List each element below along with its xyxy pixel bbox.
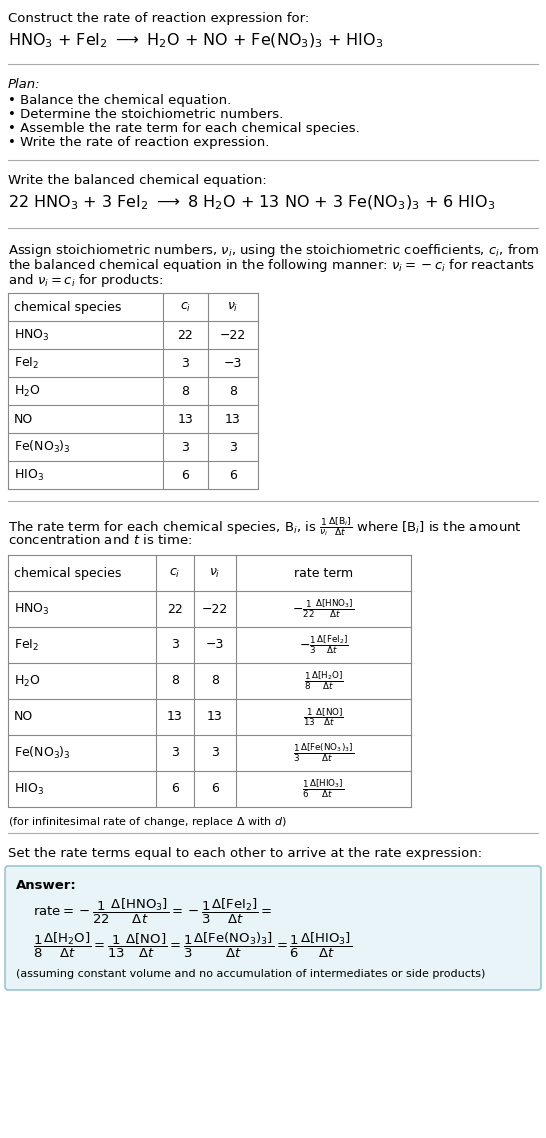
- Text: −22: −22: [220, 329, 246, 341]
- Text: 3: 3: [171, 638, 179, 651]
- Text: 8: 8: [229, 385, 237, 397]
- Text: $\frac{1}{3}\frac{\Delta[\mathrm{Fe(NO_3)_3}]}{\Delta t}$: $\frac{1}{3}\frac{\Delta[\mathrm{Fe(NO_3…: [293, 742, 354, 765]
- Text: • Assemble the rate term for each chemical species.: • Assemble the rate term for each chemic…: [8, 122, 360, 135]
- Text: chemical species: chemical species: [14, 300, 121, 313]
- Text: Fe(NO$_3$)$_3$: Fe(NO$_3$)$_3$: [14, 439, 71, 455]
- Text: $-\frac{1}{3}\frac{\Delta[\mathrm{FeI_2}]}{\Delta t}$: $-\frac{1}{3}\frac{\Delta[\mathrm{FeI_2}…: [299, 634, 348, 657]
- Text: the balanced chemical equation in the following manner: $\nu_i = -c_i$ for react: the balanced chemical equation in the fo…: [8, 257, 535, 274]
- Text: 3: 3: [182, 440, 189, 454]
- Text: • Determine the stoichiometric numbers.: • Determine the stoichiometric numbers.: [8, 108, 283, 121]
- Text: $\nu_i$: $\nu_i$: [209, 567, 221, 579]
- Text: $-\frac{1}{22}\frac{\Delta[\mathrm{HNO_3}]}{\Delta t}$: $-\frac{1}{22}\frac{\Delta[\mathrm{HNO_3…: [293, 597, 354, 620]
- Text: concentration and $t$ is time:: concentration and $t$ is time:: [8, 533, 192, 547]
- Text: FeI$_2$: FeI$_2$: [14, 637, 39, 652]
- Text: Assign stoichiometric numbers, $\nu_i$, using the stoichiometric coefficients, $: Assign stoichiometric numbers, $\nu_i$, …: [8, 242, 539, 259]
- Text: 13: 13: [167, 710, 183, 724]
- Text: $\frac{1}{8}\frac{\Delta[\mathrm{H_2O}]}{\Delta t}$: $\frac{1}{8}\frac{\Delta[\mathrm{H_2O}]}…: [304, 669, 343, 692]
- Text: and $\nu_i = c_i$ for products:: and $\nu_i = c_i$ for products:: [8, 272, 164, 289]
- Text: 22: 22: [167, 602, 183, 616]
- Text: H$_2$O: H$_2$O: [14, 384, 40, 398]
- Text: The rate term for each chemical species, B$_i$, is $\frac{1}{\nu_i}\frac{\Delta[: The rate term for each chemical species,…: [8, 516, 522, 538]
- Text: 6: 6: [229, 469, 237, 481]
- Text: 3: 3: [229, 440, 237, 454]
- Text: 13: 13: [177, 412, 193, 426]
- Text: rate term: rate term: [294, 567, 353, 579]
- Text: 22: 22: [177, 329, 193, 341]
- Text: HNO$_3$ + FeI$_2$ $\longrightarrow$ H$_2$O + NO + Fe(NO$_3$)$_3$ + HIO$_3$: HNO$_3$ + FeI$_2$ $\longrightarrow$ H$_2…: [8, 32, 384, 50]
- Text: Set the rate terms equal to each other to arrive at the rate expression:: Set the rate terms equal to each other t…: [8, 847, 482, 860]
- Text: Plan:: Plan:: [8, 79, 40, 91]
- Text: 6: 6: [211, 783, 219, 795]
- Text: Write the balanced chemical equation:: Write the balanced chemical equation:: [8, 174, 267, 187]
- Text: Answer:: Answer:: [16, 879, 77, 892]
- Text: HNO$_3$: HNO$_3$: [14, 328, 50, 343]
- Text: $c_i$: $c_i$: [180, 300, 191, 314]
- Text: NO: NO: [14, 710, 33, 724]
- Text: 22 HNO$_3$ + 3 FeI$_2$ $\longrightarrow$ 8 H$_2$O + 13 NO + 3 Fe(NO$_3$)$_3$ + 6: 22 HNO$_3$ + 3 FeI$_2$ $\longrightarrow$…: [8, 193, 496, 213]
- Text: $\frac{1}{6}\frac{\Delta[\mathrm{HIO_3}]}{\Delta t}$: $\frac{1}{6}\frac{\Delta[\mathrm{HIO_3}]…: [302, 777, 345, 800]
- Text: FeI$_2$: FeI$_2$: [14, 355, 39, 371]
- Text: $\nu_i$: $\nu_i$: [227, 300, 239, 314]
- Text: 3: 3: [211, 747, 219, 759]
- Text: $\mathrm{rate} = -\dfrac{1}{22}\dfrac{\Delta[\mathrm{HNO_3}]}{\Delta t} = -\dfra: $\mathrm{rate} = -\dfrac{1}{22}\dfrac{\D…: [33, 897, 272, 926]
- Text: NO: NO: [14, 412, 33, 426]
- Text: 6: 6: [171, 783, 179, 795]
- Text: (for infinitesimal rate of change, replace Δ with $d$): (for infinitesimal rate of change, repla…: [8, 815, 287, 828]
- Text: 6: 6: [182, 469, 189, 481]
- Text: −3: −3: [224, 356, 242, 370]
- FancyBboxPatch shape: [5, 866, 541, 990]
- Text: HNO$_3$: HNO$_3$: [14, 602, 50, 617]
- Text: • Write the rate of reaction expression.: • Write the rate of reaction expression.: [8, 137, 269, 149]
- Text: HIO$_3$: HIO$_3$: [14, 468, 44, 483]
- Text: $\frac{1}{13}\frac{\Delta[\mathrm{NO}]}{\Delta t}$: $\frac{1}{13}\frac{\Delta[\mathrm{NO}]}{…: [303, 706, 344, 728]
- Text: HIO$_3$: HIO$_3$: [14, 782, 44, 797]
- Text: −3: −3: [206, 638, 224, 651]
- Text: 3: 3: [182, 356, 189, 370]
- Text: • Balance the chemical equation.: • Balance the chemical equation.: [8, 94, 232, 107]
- Text: 13: 13: [225, 412, 241, 426]
- Text: 13: 13: [207, 710, 223, 724]
- Text: $c_i$: $c_i$: [169, 567, 181, 579]
- Text: 8: 8: [181, 385, 189, 397]
- Text: 3: 3: [171, 747, 179, 759]
- Text: 8: 8: [171, 675, 179, 687]
- Text: Construct the rate of reaction expression for:: Construct the rate of reaction expressio…: [8, 13, 309, 25]
- Text: $\dfrac{1}{8}\dfrac{\Delta[\mathrm{H_2O}]}{\Delta t} = \dfrac{1}{13}\dfrac{\Delt: $\dfrac{1}{8}\dfrac{\Delta[\mathrm{H_2O}…: [33, 931, 352, 960]
- Text: Fe(NO$_3$)$_3$: Fe(NO$_3$)$_3$: [14, 745, 71, 761]
- Text: H$_2$O: H$_2$O: [14, 674, 40, 688]
- Text: 8: 8: [211, 675, 219, 687]
- Text: −22: −22: [202, 602, 228, 616]
- Text: (assuming constant volume and no accumulation of intermediates or side products): (assuming constant volume and no accumul…: [16, 968, 485, 979]
- Text: chemical species: chemical species: [14, 567, 121, 579]
